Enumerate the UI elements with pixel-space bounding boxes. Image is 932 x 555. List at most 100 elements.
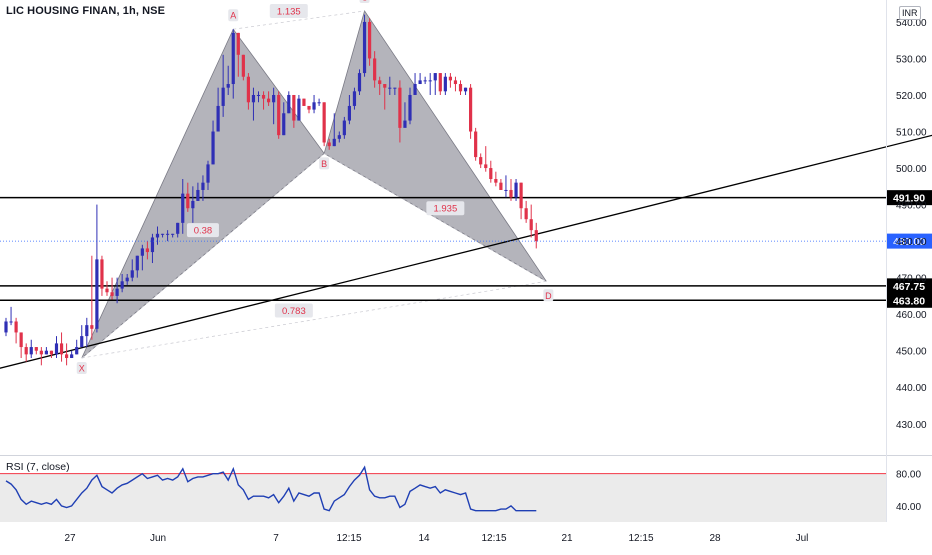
candle-body[interactable] bbox=[373, 58, 377, 81]
candle-body[interactable] bbox=[433, 73, 437, 81]
candle-body[interactable] bbox=[226, 84, 230, 88]
candle-body[interactable] bbox=[302, 98, 306, 106]
candle-body[interactable] bbox=[4, 321, 8, 333]
candle-body[interactable] bbox=[388, 87, 392, 89]
candle-body[interactable] bbox=[438, 73, 442, 92]
candle-body[interactable] bbox=[408, 94, 412, 121]
candle-body[interactable] bbox=[14, 321, 18, 333]
candle-body[interactable] bbox=[287, 94, 291, 114]
candle-body[interactable] bbox=[181, 193, 185, 223]
candle-body[interactable] bbox=[514, 182, 518, 198]
candle-body[interactable] bbox=[322, 102, 326, 143]
candle-body[interactable] bbox=[186, 193, 190, 209]
candle-body[interactable] bbox=[327, 142, 331, 147]
candle-body[interactable] bbox=[231, 32, 235, 85]
candle-body[interactable] bbox=[29, 347, 33, 355]
candle-body[interactable] bbox=[171, 233, 175, 235]
candle-body[interactable] bbox=[443, 76, 447, 92]
candle-body[interactable] bbox=[383, 84, 387, 88]
candle-body[interactable] bbox=[155, 233, 160, 238]
candle-body[interactable] bbox=[100, 259, 104, 289]
candle-body[interactable] bbox=[65, 354, 69, 359]
candle-body[interactable] bbox=[221, 87, 225, 106]
candle-body[interactable] bbox=[378, 80, 382, 85]
candle-body[interactable] bbox=[458, 84, 463, 92]
candle-body[interactable] bbox=[484, 164, 488, 169]
candle-body[interactable] bbox=[166, 233, 170, 235]
candle-body[interactable] bbox=[196, 189, 200, 201]
candle-body[interactable] bbox=[216, 105, 220, 132]
candle-body[interactable] bbox=[469, 87, 473, 132]
candle-body[interactable] bbox=[85, 325, 89, 337]
candle-body[interactable] bbox=[70, 354, 74, 359]
candle-body[interactable] bbox=[80, 336, 84, 348]
candle-body[interactable] bbox=[489, 168, 493, 180]
candle-body[interactable] bbox=[201, 182, 205, 190]
candle-body[interactable] bbox=[54, 343, 59, 355]
candle-body[interactable] bbox=[236, 32, 240, 55]
candle-body[interactable] bbox=[428, 80, 432, 82]
candle-body[interactable] bbox=[90, 325, 94, 329]
candle-body[interactable] bbox=[211, 131, 215, 165]
candle-body[interactable] bbox=[176, 222, 180, 234]
candle-body[interactable] bbox=[19, 332, 23, 348]
candle-body[interactable] bbox=[135, 255, 139, 271]
candle-body[interactable] bbox=[494, 179, 498, 183]
candle-body[interactable] bbox=[357, 73, 362, 92]
candle-body[interactable] bbox=[75, 347, 79, 355]
candle-body[interactable] bbox=[403, 120, 407, 128]
candle-body[interactable] bbox=[9, 321, 13, 323]
candle-body[interactable] bbox=[332, 138, 336, 147]
candle-body[interactable] bbox=[297, 98, 301, 121]
candle-body[interactable] bbox=[398, 87, 402, 128]
candle-body[interactable] bbox=[519, 182, 523, 209]
candle-body[interactable] bbox=[267, 98, 271, 103]
candle-body[interactable] bbox=[140, 248, 144, 256]
candle-body[interactable] bbox=[352, 91, 357, 106]
candle-body[interactable] bbox=[312, 102, 316, 110]
candle-body[interactable] bbox=[479, 157, 483, 165]
candle-body[interactable] bbox=[347, 105, 351, 121]
candle-body[interactable] bbox=[448, 76, 452, 81]
candle-body[interactable] bbox=[463, 87, 468, 92]
candle-body[interactable] bbox=[453, 80, 458, 85]
candle-body[interactable] bbox=[337, 135, 341, 139]
candle-body[interactable] bbox=[504, 189, 508, 191]
candle-body[interactable] bbox=[474, 131, 478, 158]
candle-body[interactable] bbox=[145, 248, 149, 253]
candle-body[interactable] bbox=[362, 21, 367, 74]
candle-body[interactable] bbox=[342, 120, 346, 136]
candle-body[interactable] bbox=[534, 230, 538, 242]
candle-body[interactable] bbox=[272, 94, 276, 103]
candle-body[interactable] bbox=[524, 208, 528, 220]
candle-body[interactable] bbox=[120, 281, 124, 289]
candle-body[interactable] bbox=[39, 350, 43, 355]
candle-body[interactable] bbox=[44, 350, 48, 355]
candle-body[interactable] bbox=[292, 94, 296, 121]
candle-body[interactable] bbox=[282, 113, 286, 136]
candle-body[interactable] bbox=[307, 105, 311, 110]
candle-body[interactable] bbox=[251, 94, 256, 103]
candle-body[interactable] bbox=[110, 292, 114, 296]
candle-body[interactable] bbox=[368, 21, 372, 59]
candle-body[interactable] bbox=[418, 80, 422, 85]
candle-body[interactable] bbox=[246, 76, 250, 103]
trendline[interactable] bbox=[0, 99, 932, 399]
candle-body[interactable] bbox=[115, 288, 119, 296]
candle-body[interactable] bbox=[130, 270, 134, 278]
candle-body[interactable] bbox=[105, 288, 109, 293]
candle-body[interactable] bbox=[256, 94, 261, 96]
candle-body[interactable] bbox=[241, 54, 245, 77]
candle-body[interactable] bbox=[413, 84, 417, 95]
candle-body[interactable] bbox=[160, 233, 165, 235]
candle-body[interactable] bbox=[125, 277, 129, 282]
rsi-line[interactable] bbox=[5, 465, 537, 512]
candle-body[interactable] bbox=[529, 219, 533, 231]
candle-body[interactable] bbox=[393, 87, 397, 89]
candle-body[interactable] bbox=[509, 189, 513, 198]
candle-body[interactable] bbox=[191, 200, 195, 209]
candle-body[interactable] bbox=[423, 80, 427, 82]
candle-body[interactable] bbox=[34, 347, 38, 351]
